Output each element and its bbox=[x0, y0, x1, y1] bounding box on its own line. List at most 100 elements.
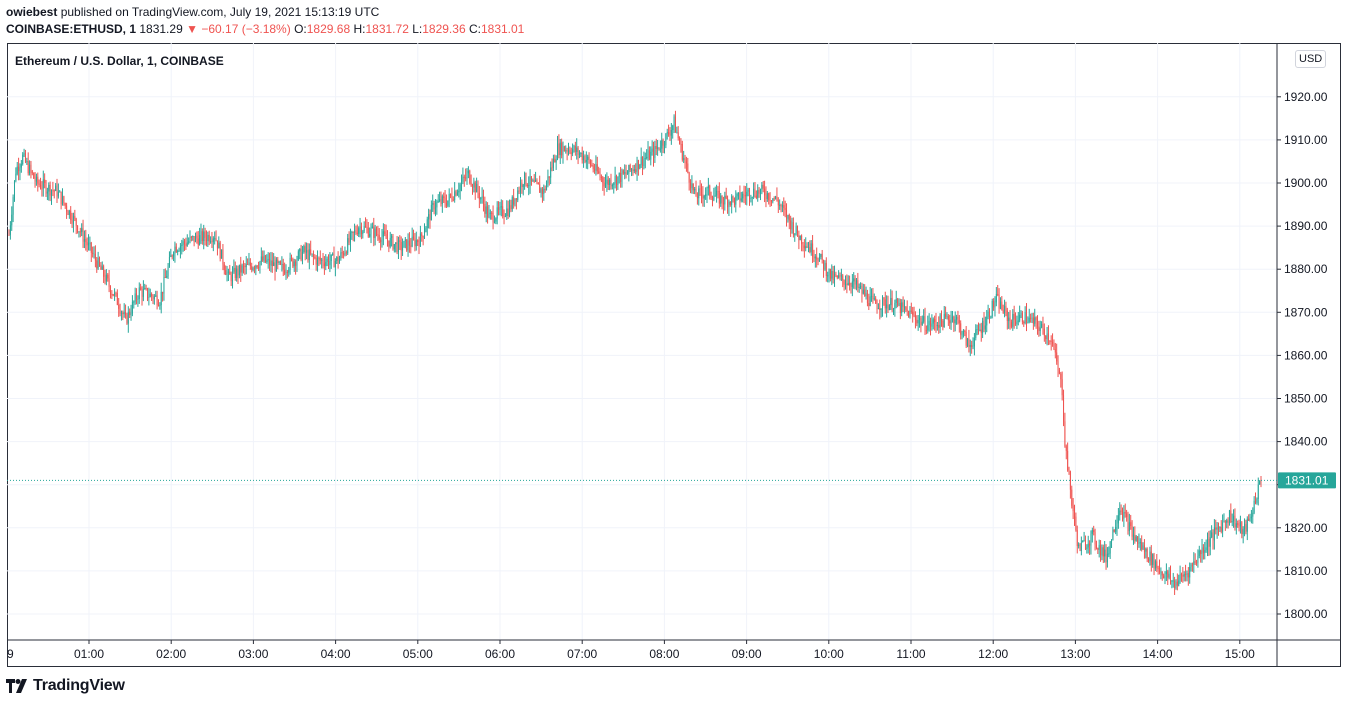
last-price-header: 1831.29 bbox=[139, 22, 183, 36]
candle-body bbox=[1087, 543, 1089, 548]
candle-body bbox=[1010, 322, 1012, 327]
candle-body bbox=[1008, 317, 1010, 321]
candle-body bbox=[976, 329, 978, 331]
candle-body bbox=[1067, 450, 1069, 471]
candle-body bbox=[33, 173, 35, 179]
candle-body bbox=[916, 319, 918, 324]
candle-body bbox=[244, 265, 246, 268]
candle-body bbox=[677, 132, 679, 139]
candle-body bbox=[149, 293, 151, 297]
candle-body bbox=[880, 308, 882, 310]
candle-body bbox=[285, 271, 287, 274]
candle-body bbox=[979, 329, 981, 332]
candle-body bbox=[786, 209, 788, 219]
candle-body bbox=[105, 274, 107, 282]
candle-body bbox=[1212, 532, 1214, 541]
candle-body bbox=[1098, 545, 1100, 550]
candle-body bbox=[831, 271, 833, 279]
candle-body bbox=[1165, 571, 1167, 575]
currency-badge[interactable]: USD bbox=[1295, 50, 1327, 68]
candle-body bbox=[1160, 571, 1162, 573]
candle-body bbox=[360, 226, 362, 235]
candle-body bbox=[277, 259, 279, 263]
candle-body bbox=[717, 190, 719, 192]
candle-body bbox=[1174, 580, 1176, 589]
author-name[interactable]: owiebest bbox=[6, 5, 58, 19]
candle-body bbox=[569, 149, 571, 153]
candle-body bbox=[476, 183, 478, 193]
candle-body bbox=[805, 246, 807, 249]
candle-body bbox=[1082, 540, 1084, 543]
candle-body bbox=[334, 260, 336, 268]
candle-body bbox=[173, 253, 175, 257]
candle-body bbox=[1156, 561, 1158, 568]
candle-body bbox=[914, 315, 916, 320]
candle-body bbox=[993, 300, 995, 308]
candle-body bbox=[691, 183, 693, 189]
candle-body bbox=[259, 261, 261, 268]
candle-body bbox=[1036, 320, 1038, 327]
candle-body bbox=[578, 153, 580, 155]
candle-body bbox=[654, 146, 656, 159]
tradingview-logo[interactable]: TradingView bbox=[6, 677, 125, 695]
candle-body bbox=[428, 214, 430, 220]
candle-body bbox=[1126, 513, 1128, 518]
candle-body bbox=[1215, 527, 1217, 530]
candle-body bbox=[1239, 522, 1241, 527]
candle-body bbox=[404, 239, 406, 242]
candle-body bbox=[434, 207, 436, 210]
candle-body bbox=[699, 188, 701, 190]
candle-body bbox=[669, 134, 671, 136]
candle-body bbox=[147, 288, 149, 298]
candle-body bbox=[954, 319, 956, 324]
candle-body bbox=[181, 244, 183, 246]
candle-body bbox=[939, 314, 941, 328]
candle-body bbox=[536, 179, 538, 183]
candle-body bbox=[599, 173, 601, 177]
candle-body bbox=[333, 254, 335, 268]
candle-body bbox=[388, 240, 390, 247]
candle-body bbox=[526, 184, 528, 187]
candle-body bbox=[709, 185, 711, 196]
candle-body bbox=[1259, 480, 1261, 485]
candle-body bbox=[787, 214, 789, 219]
candle-body bbox=[1031, 317, 1033, 319]
candle-body bbox=[790, 220, 792, 230]
candle-body bbox=[463, 176, 465, 178]
candle-body bbox=[142, 288, 144, 297]
candle-body bbox=[784, 208, 786, 210]
candle-body bbox=[871, 295, 873, 297]
candle-body bbox=[458, 190, 460, 193]
y-tick-label: 1900.00 bbox=[1284, 176, 1328, 190]
candle-body bbox=[947, 316, 949, 321]
high-value: 1831.72 bbox=[365, 22, 409, 36]
candle-body bbox=[1119, 510, 1121, 516]
candle-body bbox=[425, 228, 427, 233]
candle-body bbox=[318, 257, 320, 259]
candle-body bbox=[429, 214, 431, 221]
y-tick-label: 1850.00 bbox=[1284, 392, 1328, 406]
candle-body bbox=[628, 164, 630, 174]
candle-body bbox=[899, 302, 901, 313]
tradingview-logo-icon bbox=[6, 679, 27, 693]
candle-body bbox=[233, 267, 235, 272]
candle-body bbox=[611, 184, 613, 187]
candle-body bbox=[367, 227, 369, 237]
candle-body bbox=[290, 257, 292, 259]
last-price-label: 1831.01 bbox=[1285, 473, 1329, 487]
price-chart[interactable]: 1800.00 1810.00 1820.00 1840.00 1850.00 1860.… bbox=[7, 43, 1341, 667]
candle-body bbox=[127, 311, 129, 324]
candle-body bbox=[363, 226, 365, 232]
candle-body bbox=[814, 256, 816, 259]
candle-body bbox=[1167, 571, 1169, 578]
candle-body bbox=[325, 261, 327, 267]
candle-body bbox=[473, 182, 475, 188]
candle-body bbox=[1054, 349, 1056, 353]
candle-body bbox=[492, 212, 494, 223]
candle-body bbox=[836, 275, 838, 278]
candle-body bbox=[151, 293, 153, 297]
candle-body bbox=[1045, 335, 1047, 340]
candle-body bbox=[873, 298, 875, 300]
candle-body bbox=[792, 222, 794, 235]
candle-body bbox=[913, 315, 915, 317]
